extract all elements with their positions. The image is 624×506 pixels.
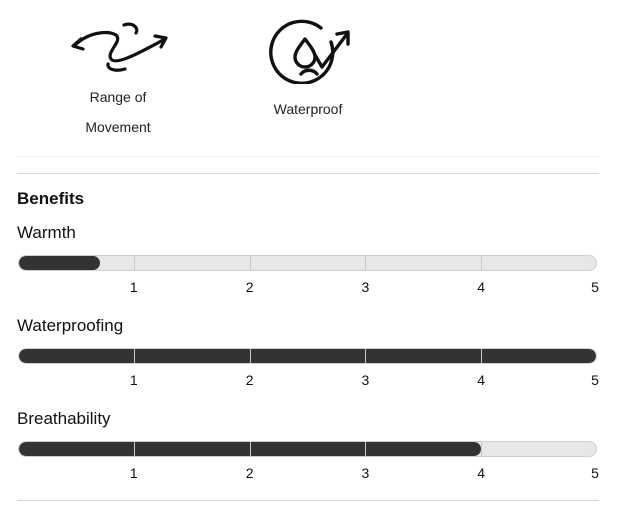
rating-tick-label: 5 xyxy=(591,279,599,295)
rating-tick-label: 3 xyxy=(361,279,370,295)
rating-segment-divider xyxy=(133,256,135,270)
rating-segment-divider xyxy=(133,442,135,456)
feature-label: Waterproof xyxy=(273,101,343,117)
rating-track xyxy=(18,348,597,364)
rating-tick-label: 2 xyxy=(245,279,254,295)
rating-tick-label: 2 xyxy=(245,372,254,388)
rating-segment-divider xyxy=(133,349,135,363)
rating-tick-label: 5 xyxy=(591,372,599,388)
rating-track xyxy=(18,441,597,457)
rating-tick-label: 4 xyxy=(477,279,486,295)
divider-top xyxy=(17,173,599,174)
rating-track xyxy=(18,255,597,271)
rating-segment-divider xyxy=(249,442,251,456)
rating-tick-label: 2 xyxy=(245,465,254,481)
feature-label-line1: Range of xyxy=(89,89,147,105)
feature-waterproof: Waterproof xyxy=(248,14,368,116)
divider-top-faint xyxy=(17,156,599,157)
rating-tick-label: 4 xyxy=(477,465,486,481)
feature-label-line2: Movement xyxy=(85,119,151,135)
rating-tick-label: 1 xyxy=(129,465,138,481)
rating-segment-divider xyxy=(481,349,483,363)
features-row: Range of Movement Waterproof xyxy=(0,0,624,160)
rating-segment-divider xyxy=(365,442,367,456)
rating-segment-divider xyxy=(365,256,367,270)
rating-fill xyxy=(19,256,100,270)
waterproof-icon xyxy=(269,19,350,84)
rating-tick-label: 4 xyxy=(477,372,486,388)
rating-tick-label: 5 xyxy=(591,465,599,481)
rating-segment-divider xyxy=(249,256,251,270)
rating-name: Breathability xyxy=(17,409,111,428)
rating-segment-divider xyxy=(365,349,367,363)
rating-segment-divider xyxy=(481,442,483,456)
benefits-title: Benefits xyxy=(17,189,85,208)
rating-fill xyxy=(19,349,596,363)
rating-tick-label: 1 xyxy=(129,279,138,295)
rating-tick-label: 3 xyxy=(361,372,370,388)
range-of-movement-icon xyxy=(71,22,168,72)
rating-segment-divider xyxy=(249,349,251,363)
rating-tick-label: 1 xyxy=(129,372,138,388)
divider-bottom xyxy=(17,500,599,501)
feature-range-of-movement: Range of Movement xyxy=(58,14,178,134)
rating-name: Warmth xyxy=(17,223,76,242)
rating-name: Waterproofing xyxy=(17,316,124,335)
rating-tick-label: 3 xyxy=(361,465,370,481)
rating-segment-divider xyxy=(481,256,483,270)
